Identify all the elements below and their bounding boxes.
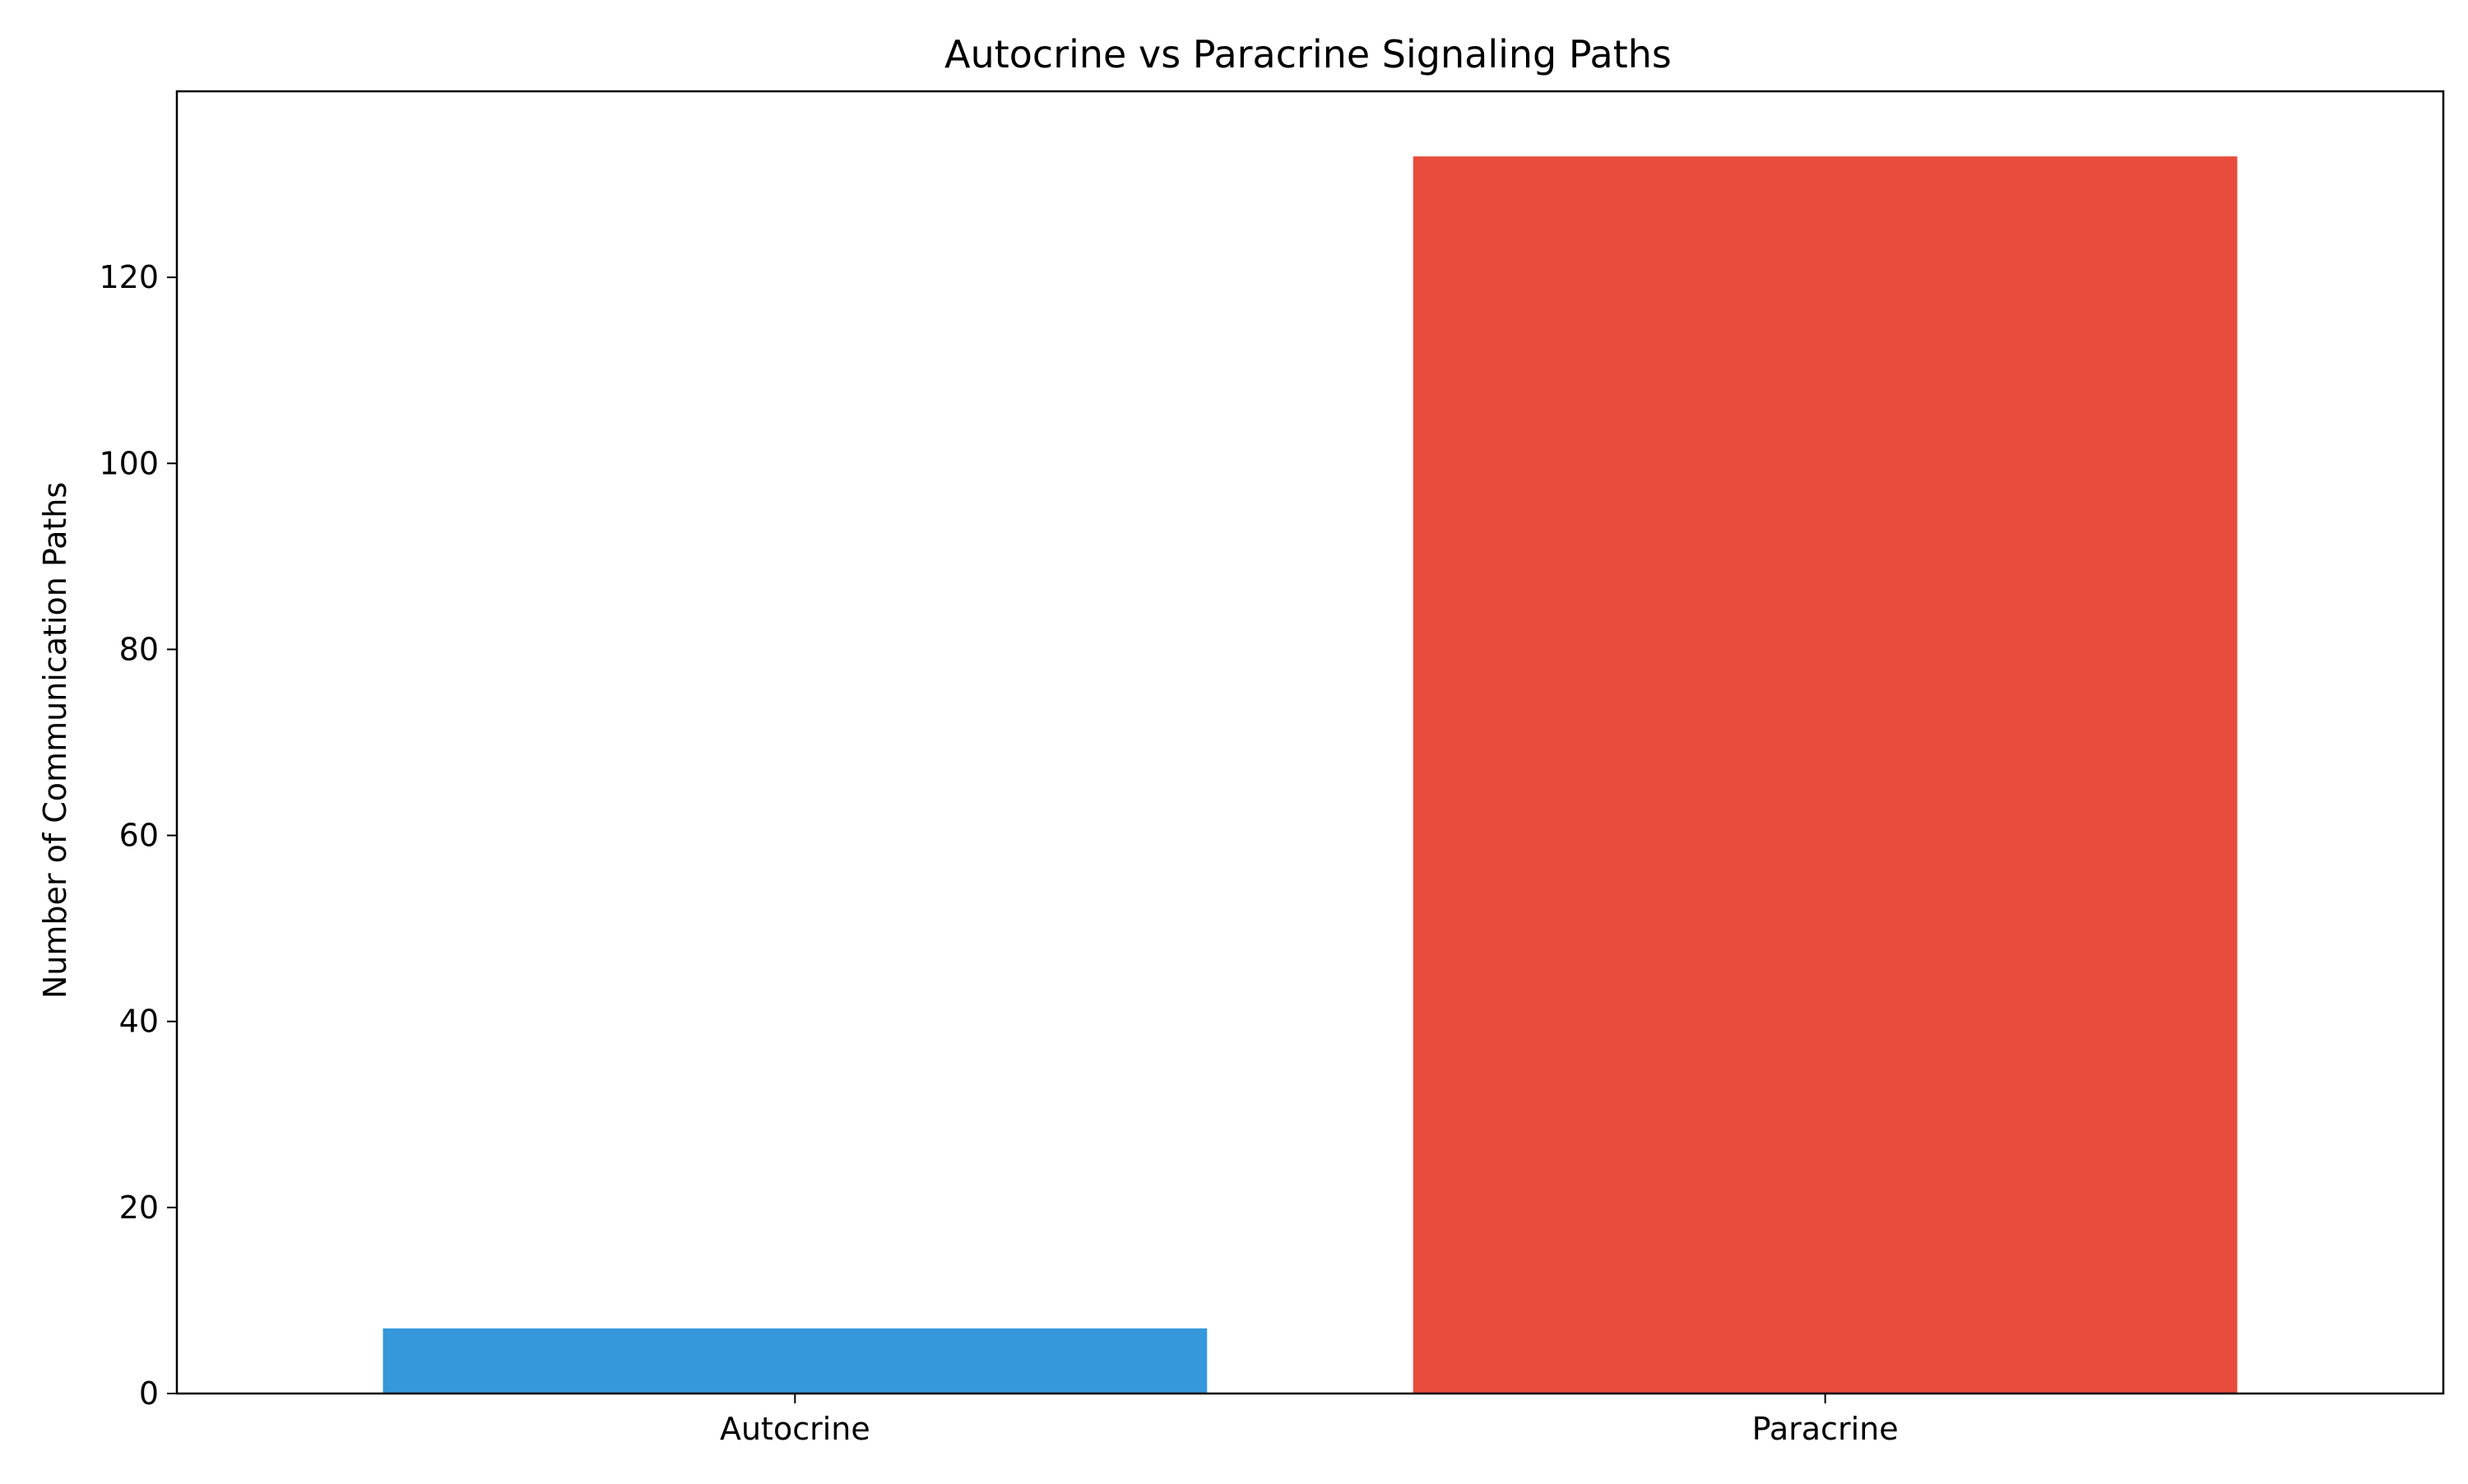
y-tick-label: 120: [99, 259, 159, 295]
y-tick-label: 100: [99, 445, 159, 481]
x-tick-label: Autocrine: [720, 1411, 870, 1447]
x-axis-ticks: Autocrine Paracrine: [720, 1394, 1899, 1447]
y-tick-label: 40: [119, 1004, 159, 1040]
chart-title: Autocrine vs Paracrine Signaling Paths: [944, 32, 1672, 77]
bars-layer: [383, 156, 2238, 1394]
y-axis-ticks: 0 20 40 60 80 100 120: [99, 259, 177, 1412]
plot-frame: [175, 90, 2445, 1395]
y-tick-label: 80: [119, 631, 159, 667]
x-tick-label: Paracrine: [1752, 1411, 1899, 1447]
bar-autocrine: [383, 1328, 1208, 1394]
y-tick-label: 0: [139, 1375, 159, 1412]
y-axis-title: Number of Communication Paths: [37, 482, 73, 999]
y-tick-label: 20: [119, 1190, 159, 1226]
y-tick-label: 60: [119, 818, 159, 854]
bar-paracrine: [1413, 156, 2238, 1394]
